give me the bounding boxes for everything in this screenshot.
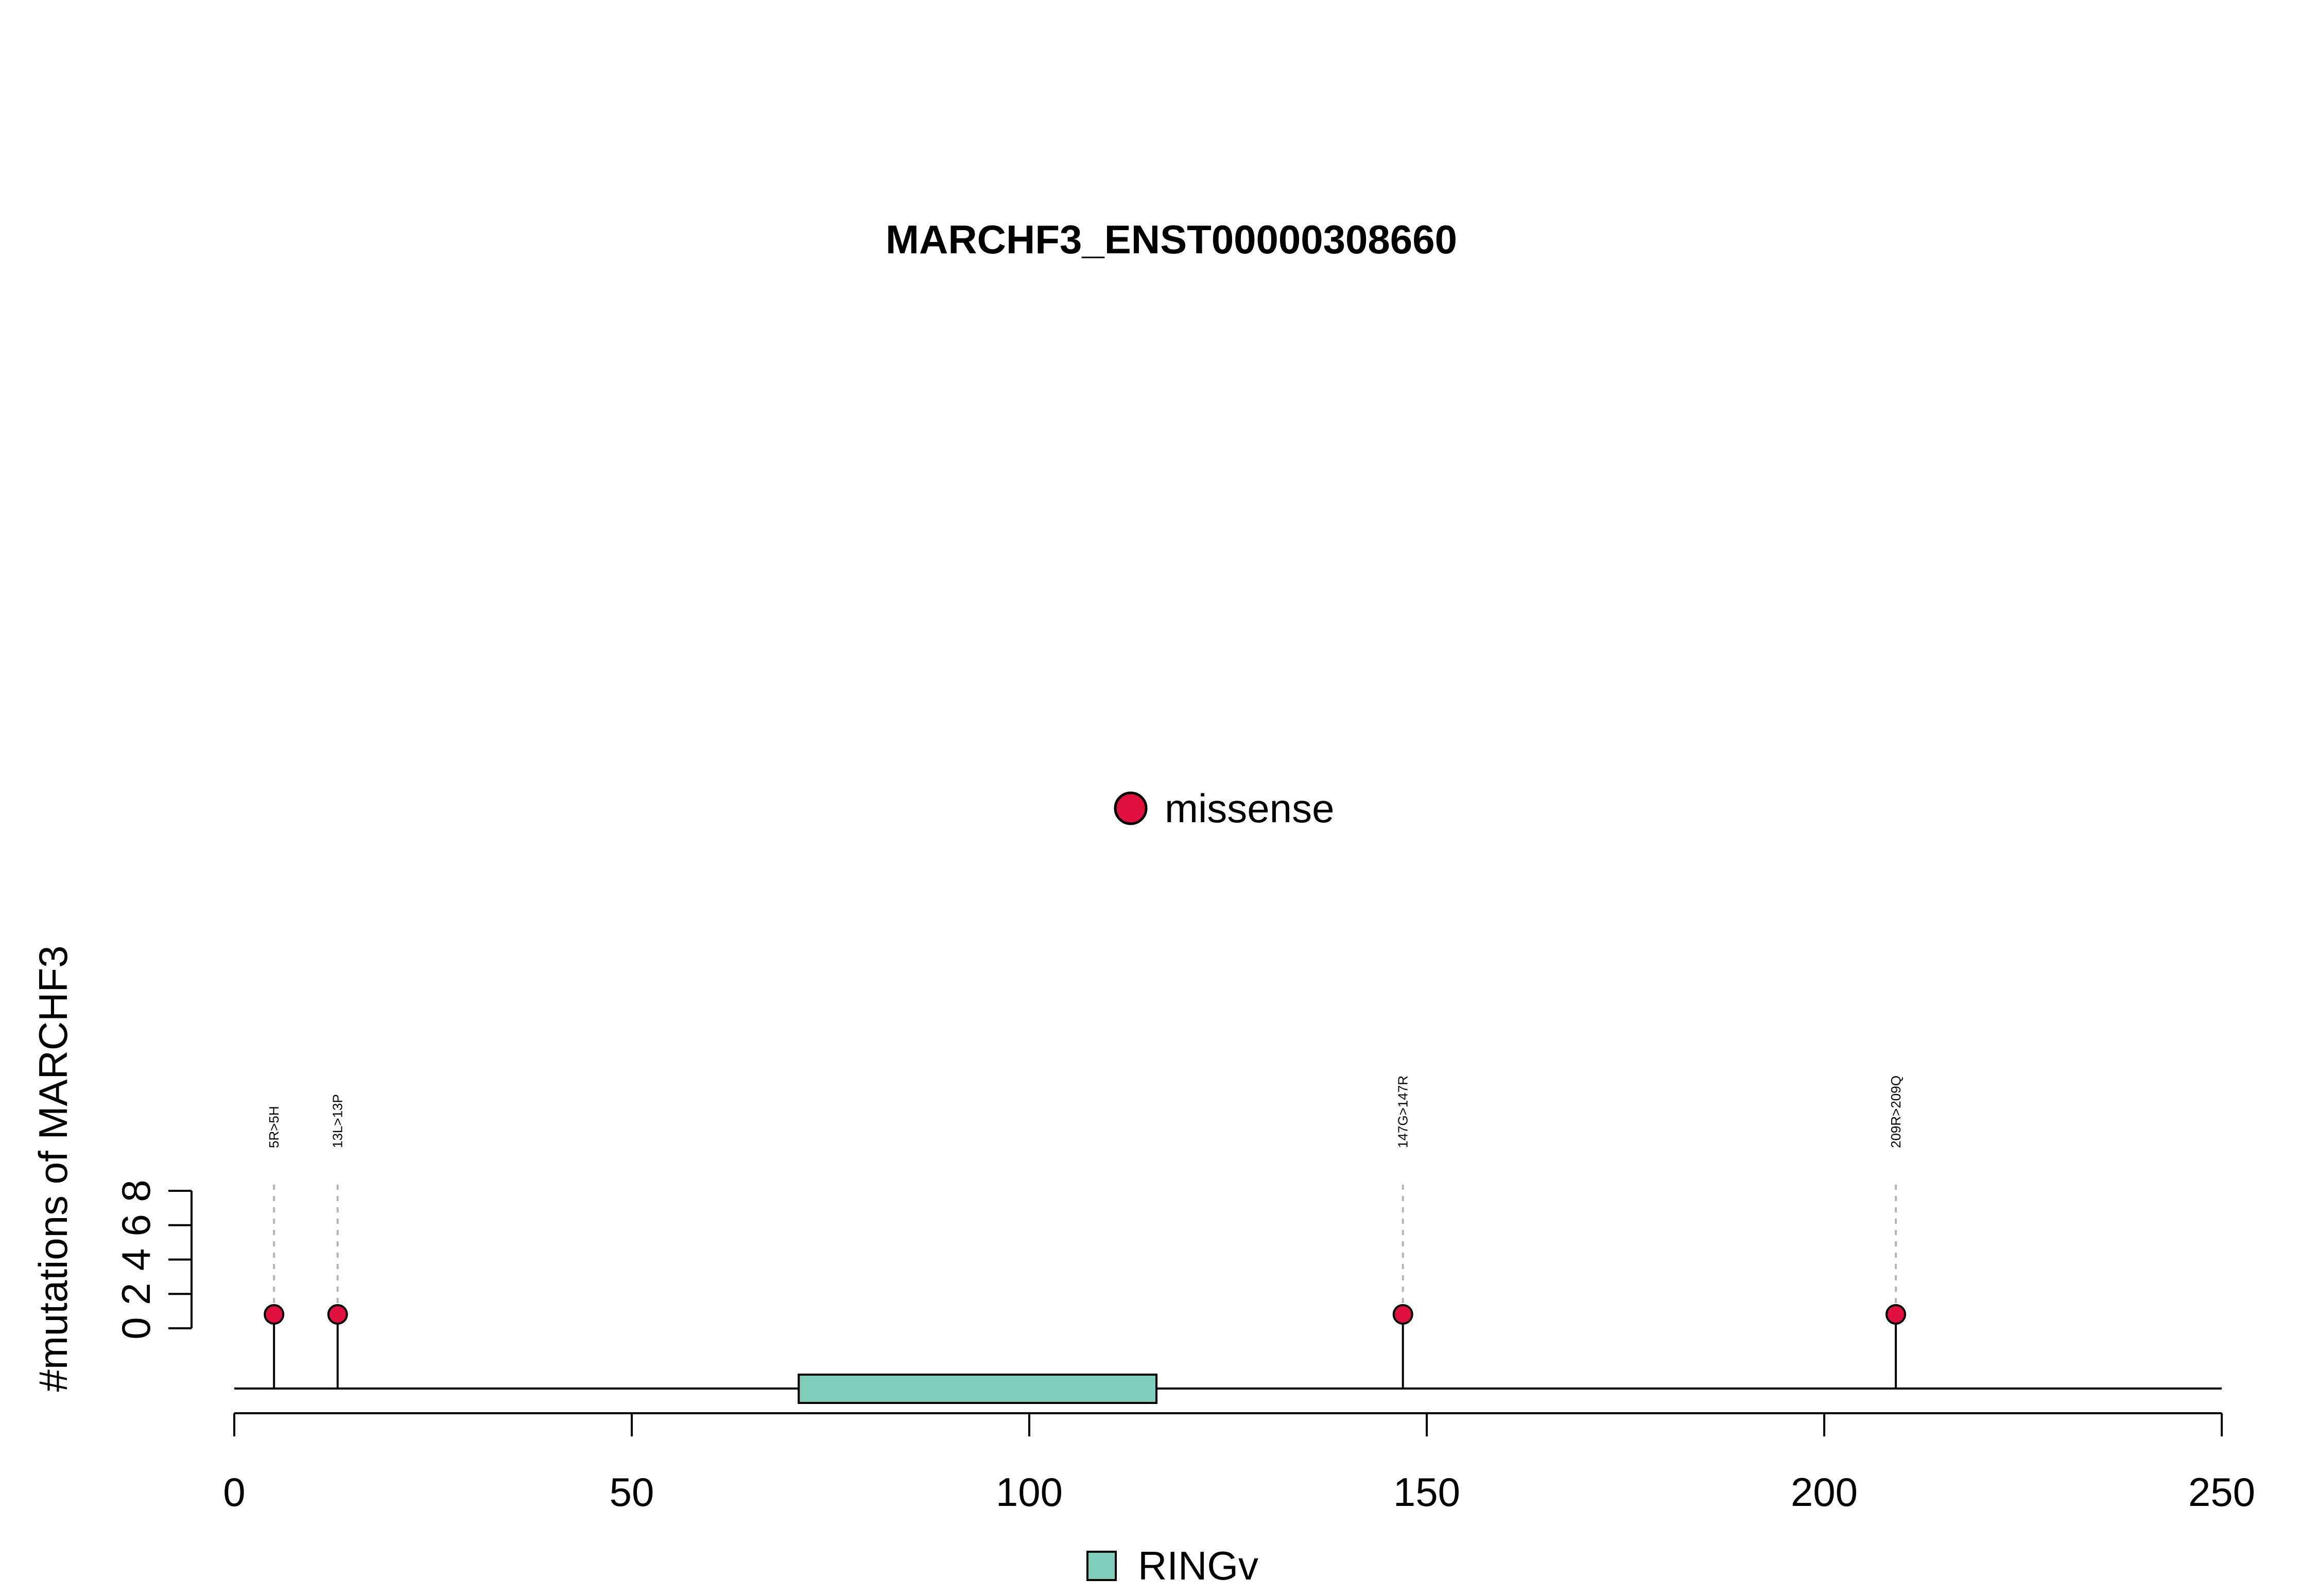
legend-label-missense: missense — [1165, 786, 1334, 831]
y-tick-label-6: 6 — [113, 1214, 159, 1236]
legend-marker-missense — [1114, 791, 1148, 825]
mutation-point-3 — [1885, 1304, 1906, 1325]
y-tick-label-0: 0 — [113, 1317, 159, 1339]
x-tick-label-200: 200 — [1791, 1469, 1858, 1515]
y-tick-label-4: 4 — [113, 1248, 159, 1271]
y-axis-title: #mutations of MARCHF3 — [30, 946, 76, 1392]
mutation-legend: missense — [1114, 786, 1334, 831]
y-axis: 0 2 4 6 8 — [113, 1179, 193, 1340]
chart-title: MARCHF3_ENST00000308660 — [886, 217, 1457, 262]
y-tick-label-2: 2 — [113, 1283, 159, 1305]
x-tick-label-100: 100 — [996, 1469, 1063, 1515]
mutation-point-2 — [1392, 1304, 1413, 1325]
mutation-point-0 — [264, 1304, 285, 1325]
mutation-label-1: 13L>13P — [330, 1094, 345, 1148]
x-tick-label-50: 50 — [610, 1469, 654, 1515]
mutation-label-0: 5R>5H — [266, 1106, 282, 1148]
mutation-points — [264, 1304, 1906, 1325]
mutation-lines: 5R>5H 13L>13P 147G>147R 209R>209Q — [266, 1075, 1904, 1389]
mutation-label-3: 209R>209Q — [1888, 1075, 1904, 1148]
domain-boxes — [798, 1374, 1158, 1404]
mutation-point-1 — [327, 1304, 348, 1325]
y-tick-label-8: 8 — [113, 1179, 159, 1202]
x-tick-label-250: 250 — [2188, 1469, 2255, 1515]
x-tick-label-150: 150 — [1393, 1469, 1460, 1515]
x-axis: 0 50 100 150 200 250 — [223, 1412, 2255, 1515]
domain-legend: RINGv — [1086, 1543, 1258, 1588]
x-tick-label-0: 0 — [223, 1469, 245, 1515]
domain-RINGv — [798, 1374, 1158, 1404]
mutation-label-2: 147G>147R — [1395, 1075, 1411, 1148]
legend-swatch-RINGv — [1086, 1551, 1117, 1581]
legend-label-RINGv: RINGv — [1138, 1543, 1258, 1588]
